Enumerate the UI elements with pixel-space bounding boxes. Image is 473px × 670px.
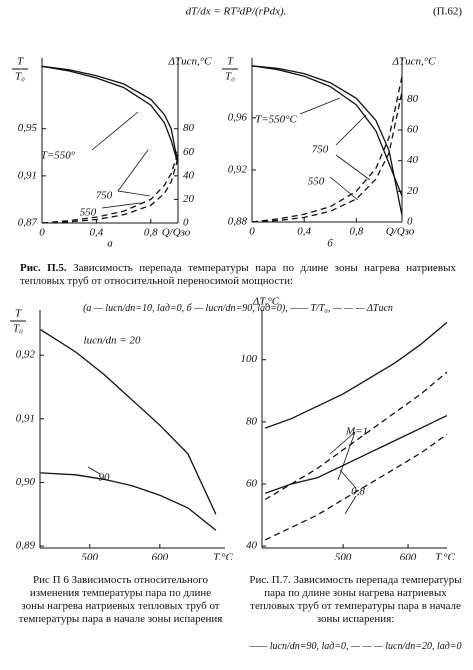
curve: [264, 415, 448, 494]
x-tick-label: 600: [400, 552, 417, 560]
y-tick-label: 0,87: [18, 217, 38, 229]
caption-p7: Рис. П.7. Зависимость перепада температу…: [249, 574, 462, 625]
y-tick-label: 0,88: [228, 216, 248, 228]
leader-line: [101, 202, 141, 209]
curve: [264, 433, 448, 541]
curve: [40, 472, 217, 531]
equation-number: (П.62): [433, 6, 462, 18]
leader-line: [117, 190, 151, 197]
curve: [41, 65, 179, 165]
y2-tick-label: 20: [407, 185, 419, 197]
y2-axis-label: ΔTисп,°C: [168, 56, 213, 68]
y2-tick-label: 60: [407, 124, 419, 136]
caption-text: Зависимость перепада температуры пара по…: [20, 262, 456, 287]
figures: dT/dx = RT²dP/(rPdx). (П.62) 0,87 0,91 0,9…: [10, 6, 462, 560]
caption-legend: —— lисп/dп=90, lад=0, — — — lисп/dп=20, …: [249, 641, 462, 652]
x-tick-label: 0,4: [297, 226, 311, 238]
caption-label: Рис. П.5.: [20, 262, 67, 274]
y2-tick-label: 40: [183, 169, 195, 181]
y-tick-label: 0,90: [16, 476, 36, 488]
y-axis-label: T: [15, 308, 22, 320]
panel-label: а: [107, 238, 113, 250]
leader-line: [335, 154, 371, 181]
x-tick-label: 0: [249, 226, 255, 238]
panel-label: б: [327, 238, 333, 250]
y-axis-label: T₀: [15, 71, 25, 83]
y2-tick-label: 80: [183, 122, 195, 134]
curve: [41, 158, 179, 224]
curve: [251, 65, 403, 197]
annotation: 550: [80, 207, 97, 219]
y-tick-label: 80: [246, 415, 258, 427]
caption-legend: (а — lисп/dп=10, lад=0, б — lисп/dп=90, …: [83, 303, 393, 314]
caption-p5: Рис. П.5. Зависимость перепада температу…: [20, 262, 456, 288]
y2-tick-label: 40: [407, 154, 419, 166]
y-tick-label: 0,92: [16, 349, 36, 361]
annotation: lисп/dп = 20: [84, 335, 141, 347]
leader-line: [329, 431, 356, 455]
x-tick-label: 0: [39, 227, 45, 239]
y-tick-label: 100: [241, 353, 258, 365]
x-tick-label: 0,4: [90, 227, 104, 239]
y2-tick-label: 0: [183, 217, 189, 229]
leader-line: [339, 469, 357, 489]
annotation: M=1: [345, 426, 368, 438]
y-axis-label: T: [227, 56, 234, 68]
curve: [251, 91, 403, 223]
y2-tick-label: 80: [407, 93, 419, 105]
x-tick-label: 500: [335, 552, 352, 560]
y2-tick-label: 60: [183, 146, 195, 158]
curve: [264, 321, 448, 429]
annotation: 550: [308, 176, 325, 188]
equation: dT/dx = RT²dP/(rPdx).: [186, 6, 287, 18]
y-tick-label: 0,96: [228, 111, 248, 123]
annotation: 0,8: [351, 486, 365, 498]
y2-tick-label: 20: [183, 193, 195, 205]
leader-line: [299, 97, 341, 115]
y-tick-label: 0,91: [18, 169, 37, 181]
x-tick-label: 500: [82, 552, 99, 560]
y2-tick-label: 0: [407, 216, 413, 228]
caption-p6: Рис П 6 Зависимость относительного измен…: [18, 574, 223, 625]
curve: [251, 76, 403, 223]
y-tick-label: 0,92: [228, 163, 248, 175]
leader-line: [329, 176, 359, 201]
x-tick-label: 0,8: [144, 227, 158, 239]
y2-axis-label: ΔTисп,°C: [392, 56, 437, 68]
y-axis-label: T₀: [13, 323, 23, 335]
annotation: 90: [99, 472, 111, 484]
leader-line: [335, 114, 367, 146]
x-axis-label: Q/Qзо: [386, 226, 415, 238]
leader-line: [87, 466, 101, 475]
leader-line: [117, 149, 149, 192]
y-tick-label: 0,89: [16, 540, 36, 552]
x-axis-label: T,°C: [435, 552, 455, 560]
y-axis-label: ΔT,°C: [252, 296, 280, 308]
x-tick-label: 0,8: [349, 226, 363, 238]
leader-line: [344, 495, 357, 515]
leader-line: [337, 431, 356, 481]
curve: [41, 152, 179, 224]
y-tick-label: 40: [246, 540, 258, 552]
y-tick-label: 0,91: [16, 412, 35, 424]
y-tick-label: 60: [246, 478, 258, 490]
annotation: T=550°C: [255, 114, 297, 126]
curve: [41, 65, 179, 165]
y-axis-label: T: [17, 56, 24, 68]
curve: [251, 65, 403, 216]
x-axis-label: T,°C: [213, 552, 233, 560]
x-tick-label: 600: [152, 552, 169, 560]
x-axis-label: Q/Qзо: [162, 227, 191, 239]
annotation: 750: [96, 190, 113, 202]
y-axis-label: T₀: [225, 71, 235, 83]
y-tick-label: 0,95: [18, 122, 38, 134]
leader-line: [91, 111, 139, 151]
curve: [264, 371, 448, 501]
curve: [40, 329, 217, 515]
annotation: 750: [312, 144, 329, 156]
annotation: T=550°: [41, 150, 76, 162]
